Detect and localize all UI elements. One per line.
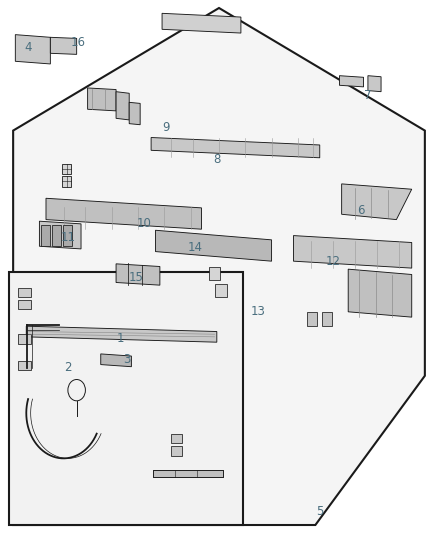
FancyBboxPatch shape <box>209 266 220 280</box>
Polygon shape <box>293 236 412 268</box>
Text: 12: 12 <box>325 255 340 268</box>
FancyBboxPatch shape <box>18 300 31 309</box>
Text: 3: 3 <box>124 353 131 366</box>
Polygon shape <box>50 37 77 54</box>
Polygon shape <box>15 35 50 64</box>
Polygon shape <box>342 184 412 220</box>
FancyBboxPatch shape <box>18 334 31 344</box>
Polygon shape <box>348 269 412 317</box>
Polygon shape <box>368 76 381 92</box>
FancyBboxPatch shape <box>322 312 332 326</box>
Text: 8: 8 <box>213 154 220 166</box>
FancyBboxPatch shape <box>62 176 71 187</box>
Polygon shape <box>88 88 116 111</box>
Text: 1: 1 <box>117 332 124 345</box>
Polygon shape <box>153 470 223 477</box>
FancyBboxPatch shape <box>52 225 61 246</box>
Text: 10: 10 <box>137 217 152 230</box>
FancyBboxPatch shape <box>171 446 182 456</box>
Polygon shape <box>129 102 140 125</box>
Polygon shape <box>151 138 320 158</box>
FancyBboxPatch shape <box>171 434 182 443</box>
Text: 15: 15 <box>128 271 143 284</box>
FancyBboxPatch shape <box>62 164 71 174</box>
Polygon shape <box>116 92 129 120</box>
Text: 13: 13 <box>251 305 266 318</box>
FancyBboxPatch shape <box>18 288 31 297</box>
Text: 7: 7 <box>364 90 372 102</box>
Polygon shape <box>116 264 160 285</box>
Text: 16: 16 <box>71 36 85 49</box>
Polygon shape <box>39 221 81 249</box>
Text: 14: 14 <box>187 241 202 254</box>
Polygon shape <box>46 198 201 229</box>
Polygon shape <box>155 230 272 261</box>
FancyBboxPatch shape <box>307 312 317 326</box>
Polygon shape <box>162 13 241 33</box>
Text: 4: 4 <box>25 42 32 54</box>
Text: 11: 11 <box>60 231 75 244</box>
Polygon shape <box>26 326 217 342</box>
FancyBboxPatch shape <box>18 361 31 370</box>
Polygon shape <box>101 354 131 367</box>
Polygon shape <box>339 76 364 87</box>
FancyBboxPatch shape <box>41 225 50 246</box>
Text: 6: 6 <box>357 204 365 217</box>
Text: 9: 9 <box>162 122 170 134</box>
FancyBboxPatch shape <box>63 225 72 246</box>
Polygon shape <box>9 272 243 525</box>
Polygon shape <box>13 8 425 525</box>
Polygon shape <box>153 470 223 477</box>
Text: 5: 5 <box>316 505 323 518</box>
FancyBboxPatch shape <box>215 284 227 297</box>
Text: 2: 2 <box>64 361 72 374</box>
